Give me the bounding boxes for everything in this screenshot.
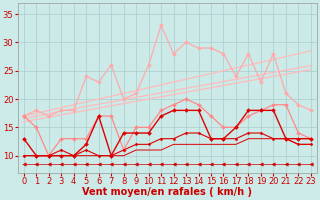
X-axis label: Vent moyen/en rafales ( km/h ): Vent moyen/en rafales ( km/h ) <box>82 187 252 197</box>
